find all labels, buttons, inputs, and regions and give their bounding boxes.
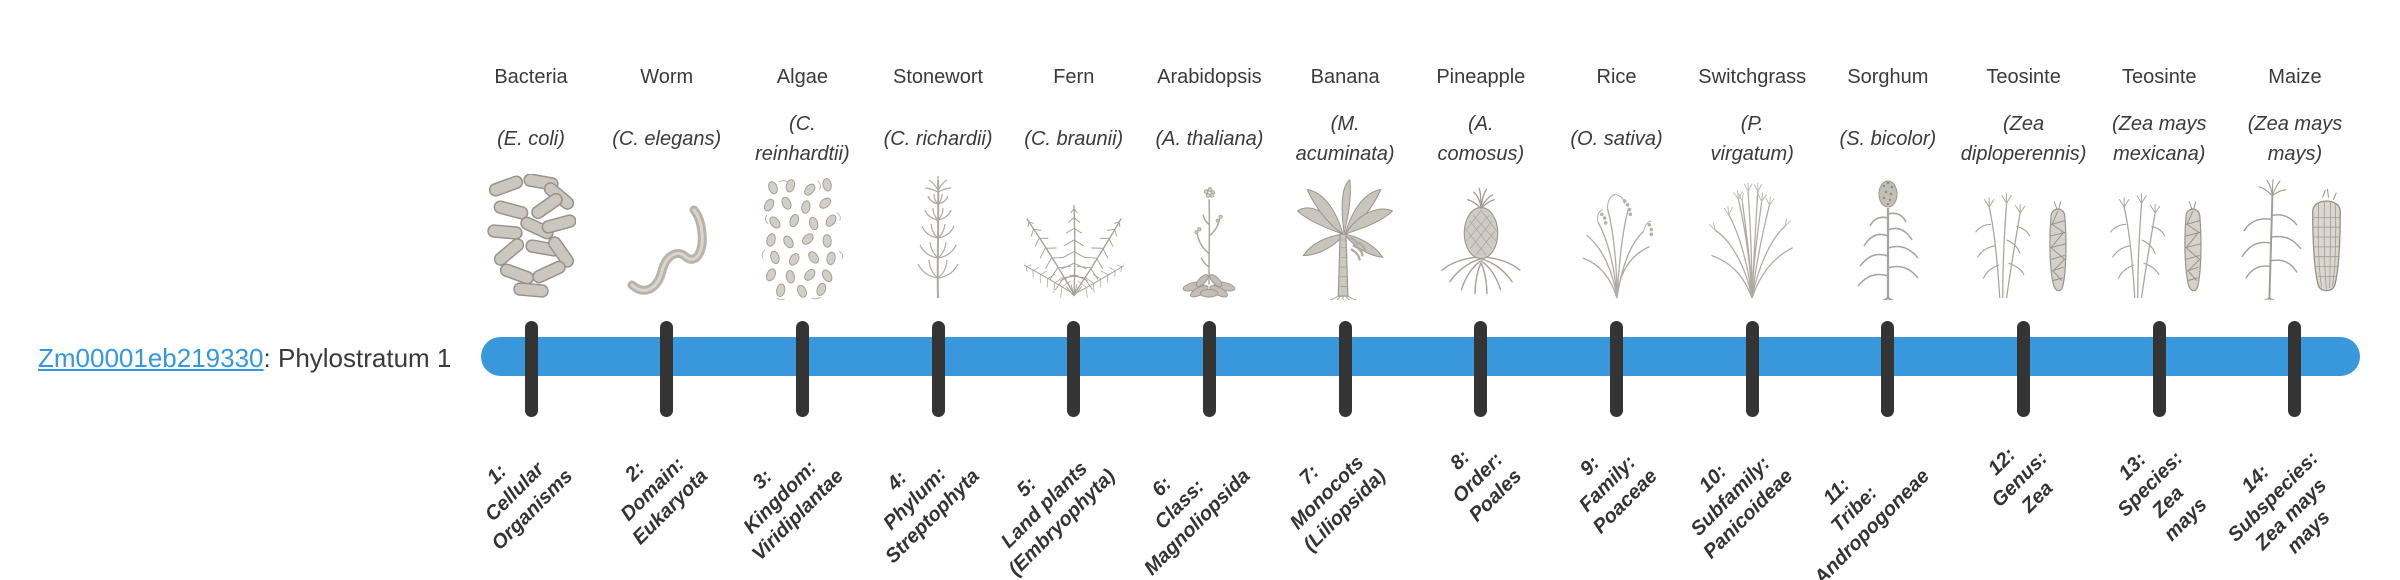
phylostratum-column: Stonewort (C. richardii) 4: Phylum: Stre… xyxy=(853,0,1023,580)
timeline-tick xyxy=(795,321,809,417)
organism-name: Pineapple xyxy=(1436,66,1526,88)
organism-name: Bacteria xyxy=(494,66,568,88)
organism-species: (A. thaliana) xyxy=(1155,128,1264,150)
phylostratum-column: Maize (Zea mays mays) 14: Subspecies: Ze… xyxy=(2210,0,2380,580)
phylostratum-column: Fern (C. braunii) 5: Land plants (Embryo… xyxy=(989,0,1159,580)
maize-icon xyxy=(2210,170,2380,300)
organism-species: (C. elegans) xyxy=(612,128,722,150)
stratum-label: 7: Monocots (Liliopsida) xyxy=(1286,451,1391,557)
organism-name: Teosinte xyxy=(2122,66,2197,88)
organism-name: Maize xyxy=(2268,66,2322,88)
phylostratum-column: Arabidopsis (A. thaliana) 6: Class: Magn… xyxy=(1124,0,1294,580)
phylostratum-column: Bacteria (E. coli) 1: Cellular Organisms xyxy=(446,0,616,580)
organism-species: (P. virgatum) xyxy=(1710,113,1794,165)
organism-name: Algae xyxy=(776,66,828,88)
gene-label-suffix: : Phylostratum 1 xyxy=(263,343,452,373)
phylostratum-column: Algae (C. reinhardtii) 3: Kingdom: Virid… xyxy=(717,0,887,580)
timeline-tick xyxy=(931,321,945,417)
organism-species: (Zea diploperennis) xyxy=(1960,113,2087,165)
stratum-label: 13: Species: Zea mays xyxy=(2113,447,2212,546)
timeline-tick xyxy=(1745,321,1759,417)
timeline-tick xyxy=(1202,321,1216,417)
timeline-tick xyxy=(1610,321,1624,417)
phylostratum-column: Sorghum (S. bicolor) 11: Tribe: Andropog… xyxy=(1803,0,1973,580)
timeline-tick xyxy=(1474,321,1488,417)
organism-name: Stonewort xyxy=(893,66,984,88)
phylostratum-column: Rice (O. sativa) 9: Family: Poaceae xyxy=(1532,0,1702,580)
organism-name: Arabidopsis xyxy=(1157,66,1262,88)
timeline-tick xyxy=(1067,321,1081,417)
phylostratum-column: Pineapple (A. comosus) 8: Order: Poales xyxy=(1396,0,1566,580)
stratum-label: 5: Land plants (Embryophyta) xyxy=(996,457,1120,580)
organism-species: (C. reinhardtii) xyxy=(755,113,850,165)
organism-name: Rice xyxy=(1596,66,1637,88)
organism-species: (C. braunii) xyxy=(1024,128,1124,150)
stratum-label: 9: Family: Poaceae xyxy=(1575,451,1663,539)
timeline-tick xyxy=(660,321,674,417)
stratum-label: 6: Class: Magnoliopsida xyxy=(1140,465,1256,580)
timeline-tick xyxy=(2017,321,2031,417)
organism-name: Banana xyxy=(1310,66,1380,88)
timeline-tick xyxy=(2288,321,2302,417)
organism-name: Teosinte xyxy=(1986,66,2061,88)
phylostratum-column: Worm (C. elegans) 2: Domain: Eukaryota xyxy=(582,0,752,580)
timeline-tick xyxy=(1338,321,1352,417)
organism-species: (C. richardii) xyxy=(883,128,993,150)
phylostratum-column: Banana (M. acuminata) 7: Monocots (Lilio… xyxy=(1260,0,1430,580)
organism-species: (O. sativa) xyxy=(1570,128,1663,150)
organism-species: (Zea mays mays) xyxy=(2247,113,2343,165)
organism-name: Fern xyxy=(1053,66,1095,88)
organism-name: Switchgrass xyxy=(1698,66,1807,88)
stratum-label: 10: Subfamily: Panicoideae xyxy=(1687,452,1798,564)
stratum-label: 1: Cellular Organisms xyxy=(480,458,577,555)
stratum-label: 8: Order: Poales xyxy=(1446,446,1527,527)
phylostratum-bar xyxy=(481,337,2360,376)
stratum-label: 2: Domain: Eukaryota xyxy=(616,453,713,550)
organism-species: (M. acuminata) xyxy=(1295,113,1395,165)
organism-species: (S. bicolor) xyxy=(1839,128,1937,150)
organism-species: (Zea mays mexicana) xyxy=(2112,113,2207,165)
gene-link[interactable]: Zm00001eb219330 xyxy=(38,343,264,373)
organism-name: Sorghum xyxy=(1847,66,1929,88)
stratum-label: 14: Subspecies: Zea mays mays xyxy=(2224,447,2335,559)
phylostratum-column: Switchgrass (P. virgatum) 10: Subfamily:… xyxy=(1667,0,1837,580)
phylostratum-column: Teosinte (Zea diploperennis) 12: Genus: … xyxy=(1939,0,2109,580)
timeline-tick xyxy=(2152,321,2166,417)
organism-name: Worm xyxy=(640,66,694,88)
stratum-label: 3: Kingdom: Viridiplantae xyxy=(739,456,848,565)
gene-label: Zm00001eb219330: Phylostratum 1 xyxy=(38,342,451,374)
timeline-tick xyxy=(1881,321,1895,417)
timeline-tick xyxy=(524,321,538,417)
stratum-label: 4: Phylum: Streptophyta xyxy=(878,463,984,568)
stratum-label: 12: Genus: Zea xyxy=(1983,443,2058,518)
organism-species: (A. comosus) xyxy=(1437,113,1525,165)
phylostratum-column: Teosinte (Zea mays mexicana) 13: Species… xyxy=(2074,0,2244,580)
organism-species: (E. coli) xyxy=(497,128,565,150)
